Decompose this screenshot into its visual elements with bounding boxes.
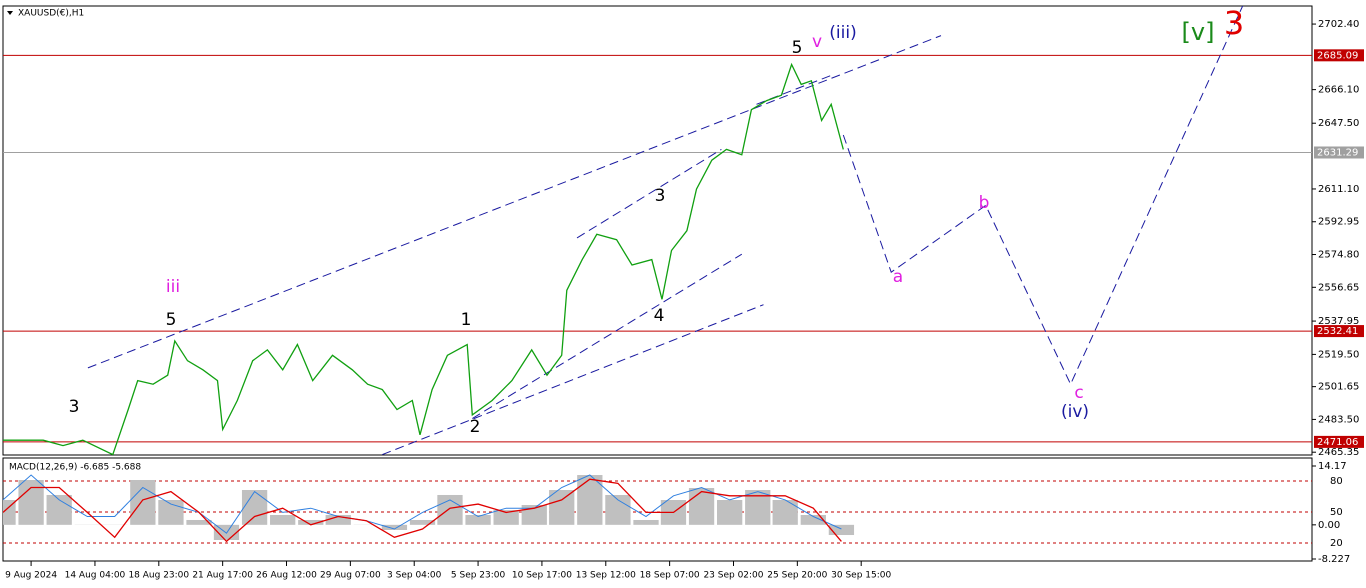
menu-triangle xyxy=(7,11,13,15)
histogram-bar xyxy=(828,524,855,536)
y-tick-label: 2592.95 xyxy=(1318,217,1359,228)
wave-label: 3 xyxy=(655,186,666,206)
y-tick-label: 2647.50 xyxy=(1318,118,1359,129)
y-tick-label: 2483.50 xyxy=(1318,414,1359,425)
x-tick-label: 5 Sep 23:00 xyxy=(451,571,506,581)
level-label: 50 xyxy=(1330,507,1343,518)
wave-label: iii xyxy=(166,277,180,297)
level-label: 2471.06 xyxy=(1317,437,1358,448)
histogram-bar xyxy=(549,490,575,525)
price-line xyxy=(3,62,844,455)
x-tick-label: 26 Aug 12:00 xyxy=(256,571,317,581)
main-pane xyxy=(2,5,1313,456)
wave-label: 3 xyxy=(69,397,80,417)
signal-line xyxy=(3,478,842,543)
level-label: 20 xyxy=(1330,538,1343,549)
trendline xyxy=(576,148,722,239)
wave-label: 2 xyxy=(470,417,481,437)
level-label: 80 xyxy=(1330,476,1343,487)
level-label: 2631.29 xyxy=(1317,147,1358,158)
y-tick-label: 14.17 xyxy=(1318,461,1347,472)
histogram-bar xyxy=(465,515,491,525)
histogram-bar xyxy=(800,515,826,525)
x-tick-label: 29 Aug 07:00 xyxy=(320,571,381,581)
macd-title: MACD(12,26,9) -6.685 -5.688 xyxy=(9,463,141,473)
trendline xyxy=(382,304,764,455)
x-tick-label: 10 Sep 17:00 xyxy=(512,571,572,581)
trendline xyxy=(87,35,942,369)
level-tag xyxy=(1314,49,1364,62)
histogram-bar xyxy=(325,515,351,525)
y-tick-label: 2556.65 xyxy=(1318,282,1359,293)
histogram-bar xyxy=(577,475,603,525)
wave-label: b xyxy=(979,193,990,213)
histogram-bar xyxy=(3,500,16,525)
y-tick-label: 2537.95 xyxy=(1318,316,1359,327)
y-tick-label: 2465.35 xyxy=(1318,447,1359,458)
histogram-bar xyxy=(772,500,798,525)
wave-label: 1 xyxy=(461,310,472,330)
wave-label: v xyxy=(812,32,822,52)
y-tick-label: 2611.10 xyxy=(1318,184,1359,195)
histogram-bar xyxy=(241,490,268,525)
y-tick-label: 2519.50 xyxy=(1318,349,1359,360)
wave-label: a xyxy=(893,267,903,287)
level-label: 2685.09 xyxy=(1317,50,1358,61)
x-tick-label: 14 Aug 04:00 xyxy=(65,571,126,581)
level-tag xyxy=(1314,146,1364,159)
x-tick-label: 9 Aug 2024 xyxy=(5,571,57,581)
macd-line xyxy=(3,474,842,534)
projection-path xyxy=(842,6,1244,386)
histogram-bar xyxy=(717,500,743,525)
y-tick-label: 0.00 xyxy=(1318,520,1340,531)
x-tick-label: 30 Sep 15:00 xyxy=(831,571,891,581)
x-tick-label: 13 Sep 12:00 xyxy=(576,571,636,581)
y-tick-label: 2666.10 xyxy=(1318,85,1359,96)
wave-label: 4 xyxy=(654,306,665,326)
histogram-bar xyxy=(130,480,156,525)
y-tick-label: 2501.65 xyxy=(1318,382,1359,393)
wave-label: [v] xyxy=(1182,18,1215,46)
main-plot xyxy=(3,6,1312,455)
macd-plot xyxy=(3,474,1312,544)
wave-label: 5 xyxy=(166,310,177,330)
level-label: 2532.41 xyxy=(1317,326,1358,337)
y-tick-label: -8.227 xyxy=(1318,554,1350,565)
x-tick-label: 18 Aug 23:00 xyxy=(128,571,189,581)
level-tag xyxy=(1314,435,1364,448)
x-tick-label: 21 Aug 17:00 xyxy=(192,571,253,581)
histogram-bar xyxy=(633,519,659,525)
x-tick-label: 3 Sep 04:00 xyxy=(387,571,442,581)
histogram-bar xyxy=(493,510,519,525)
histogram-bar xyxy=(688,488,715,525)
histogram-bar xyxy=(298,519,324,525)
histogram-bar xyxy=(270,515,296,525)
chart-title: XAUUSD(€),H1 xyxy=(18,9,84,19)
histogram-bar xyxy=(18,480,44,525)
wave-label: c xyxy=(1074,383,1083,403)
x-tick-label: 18 Sep 07:00 xyxy=(640,571,700,581)
wave-label: 3 xyxy=(1224,4,1244,42)
trendline xyxy=(472,253,743,419)
x-tick-label: 25 Sep 20:00 xyxy=(767,571,827,581)
wave-label: (iv) xyxy=(1061,402,1089,422)
wave-label: (iii) xyxy=(829,23,856,43)
histogram-bar xyxy=(521,504,547,525)
histogram-bar xyxy=(186,519,212,525)
y-tick-label: 2702.40 xyxy=(1318,19,1359,30)
level-tag xyxy=(1314,325,1364,338)
x-tick-label: 23 Sep 02:00 xyxy=(703,571,763,581)
histogram-bar xyxy=(381,524,408,530)
y-tick-label: 2574.80 xyxy=(1318,250,1359,261)
macd-pane xyxy=(2,457,1313,562)
wave-label: 5 xyxy=(792,38,803,58)
axes: 2702.40 2666.10 2647.50 2611.10 2592.95 2574.… xyxy=(5,19,1364,581)
histogram-bar xyxy=(409,519,436,525)
